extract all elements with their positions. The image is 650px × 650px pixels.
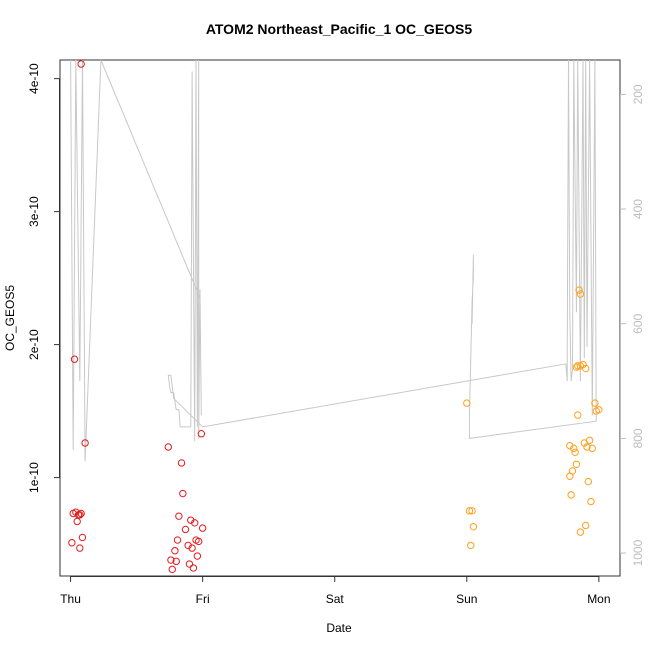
data-point bbox=[81, 439, 89, 447]
data-point bbox=[172, 557, 180, 566]
data-point bbox=[168, 565, 176, 574]
data-point bbox=[587, 497, 595, 506]
data-point bbox=[173, 536, 182, 544]
data-point bbox=[171, 547, 179, 555]
data-point bbox=[465, 507, 474, 515]
data-point bbox=[468, 507, 476, 515]
y-axis: 1e-10 2e-10 3e-10 4e-10 bbox=[27, 63, 60, 493]
chart-title: ATOM2 Northeast_Pacific_1 OC_GEOS5 bbox=[206, 21, 473, 37]
data-point bbox=[576, 528, 585, 536]
data-point bbox=[572, 363, 581, 371]
x-tick-label: Fri bbox=[196, 592, 210, 606]
data-point bbox=[78, 533, 87, 542]
data-point bbox=[177, 459, 186, 467]
right-y-tick-label: 600 bbox=[631, 313, 645, 333]
data-point bbox=[188, 544, 196, 552]
data-point bbox=[68, 539, 76, 547]
data-point bbox=[574, 362, 582, 370]
data-point bbox=[76, 544, 84, 552]
profile-line-series bbox=[70, 59, 597, 462]
data-point bbox=[576, 290, 585, 298]
x-axis-label: Date bbox=[326, 621, 352, 635]
data-point bbox=[583, 443, 591, 451]
data-point bbox=[588, 444, 596, 453]
data-point bbox=[567, 491, 575, 499]
data-point bbox=[179, 489, 187, 498]
data-points bbox=[68, 60, 603, 574]
y-tick-label: 2e-10 bbox=[27, 329, 41, 360]
data-point bbox=[77, 509, 85, 518]
data-point bbox=[574, 411, 582, 419]
data-point bbox=[595, 406, 603, 414]
data-point bbox=[194, 537, 203, 546]
data-point bbox=[581, 521, 590, 530]
data-point bbox=[570, 444, 578, 453]
y-tick-label: 1e-10 bbox=[27, 462, 41, 493]
right-axis: 200 400 600 800 1000 bbox=[620, 84, 645, 566]
data-point bbox=[189, 564, 198, 572]
data-point bbox=[572, 460, 581, 468]
x-tick-label: Mon bbox=[587, 592, 610, 606]
data-point bbox=[73, 517, 81, 526]
right-y-tick-label: 200 bbox=[631, 84, 645, 104]
x-tick-label: Thu bbox=[60, 592, 81, 606]
x-tick-label: Sun bbox=[456, 592, 477, 606]
data-point bbox=[191, 519, 199, 527]
data-point bbox=[571, 448, 579, 457]
data-point bbox=[175, 512, 183, 520]
data-point bbox=[575, 286, 583, 294]
data-point bbox=[591, 399, 599, 407]
y-tick-label: 3e-10 bbox=[27, 196, 41, 227]
data-point bbox=[193, 552, 202, 560]
data-point bbox=[584, 477, 593, 486]
data-point bbox=[70, 355, 79, 363]
data-point bbox=[164, 443, 173, 451]
data-point bbox=[197, 430, 206, 438]
y-tick-label: 4e-10 bbox=[27, 63, 41, 94]
right-y-tick-label: 800 bbox=[631, 428, 645, 448]
data-point bbox=[167, 556, 175, 564]
data-point bbox=[467, 541, 475, 550]
x-tick-label: Sat bbox=[326, 592, 345, 606]
data-point bbox=[77, 60, 85, 68]
data-point bbox=[463, 399, 471, 407]
data-point bbox=[566, 472, 574, 480]
y-axis-label: OC_GEOS5 bbox=[3, 285, 17, 351]
x-axis: Thu Fri Sat Sun Mon bbox=[60, 576, 611, 606]
data-point bbox=[198, 524, 207, 532]
right-y-tick-label: 1000 bbox=[631, 539, 645, 566]
plot-frame bbox=[59, 59, 621, 577]
data-point bbox=[185, 560, 194, 568]
data-point bbox=[181, 525, 190, 534]
data-point bbox=[581, 364, 590, 373]
right-y-tick-label: 400 bbox=[631, 199, 645, 219]
data-point bbox=[76, 511, 84, 519]
data-point bbox=[469, 523, 478, 531]
profile-line bbox=[70, 59, 597, 462]
